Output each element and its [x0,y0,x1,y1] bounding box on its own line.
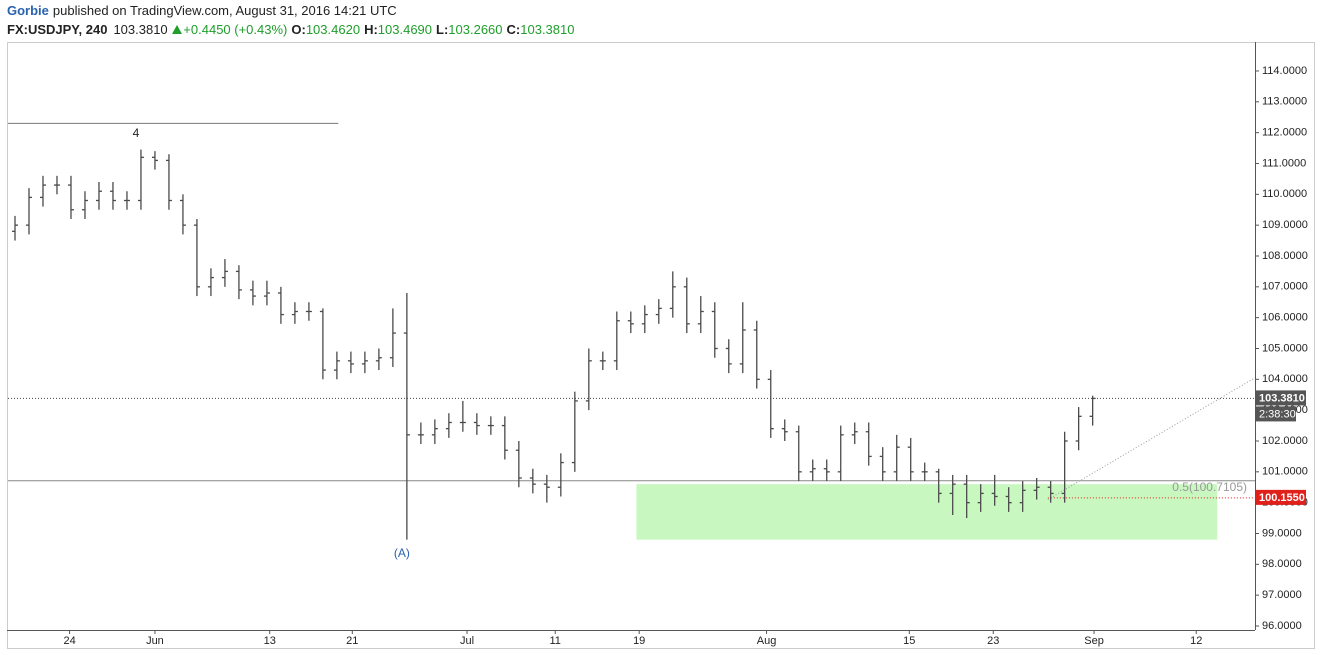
x-tick-label: 12 [1190,635,1202,647]
ohlc-label: H: [364,22,378,37]
y-tick-label: 105.0000 [1262,342,1308,354]
published: published on TradingView.com, August 31,… [52,3,397,18]
y-tick-label: 102.0000 [1262,435,1308,447]
x-tick-label: 11 [550,635,561,647]
x-tick-label: 19 [633,635,645,647]
last-price-label: 103.3810 [1259,392,1305,404]
y-tick-label: 110.0000 [1262,188,1307,200]
ohlc-label: O: [291,22,306,37]
chart-frame [7,42,1315,649]
y-tick-label: 104.0000 [1262,373,1308,385]
y-tick-label: 106.0000 [1262,312,1308,324]
x-tick-label: Sep [1084,635,1104,647]
wave-label: (A) [394,546,410,560]
ohlc-value: 103.4620 [305,22,361,37]
y-tick-label: 101.0000 [1262,466,1308,478]
y-tick-label: 98.0000 [1262,558,1302,570]
publish-line: Gorbie published on TradingView.com, Augu… [7,3,397,18]
y-tick-label: 99.0000 [1262,527,1302,539]
ohlc-value: 103.3810 [520,22,575,37]
x-tick-label: Jul [460,635,474,647]
fib-label: 0.5(100.7105) [1172,480,1247,494]
countdown-label: 2:38:30 [1259,408,1296,420]
trendline [1047,377,1256,501]
y-tick-label: 111.0000 [1262,157,1306,169]
y-tick-label: 109.0000 [1262,219,1308,231]
y-tick-label: 108.0000 [1262,250,1308,262]
alert-price-box [1256,489,1306,505]
y-tick-label: 114.0000 [1262,65,1307,77]
y-tick-label: 107.0000 [1262,281,1308,293]
up-arrow [172,25,183,34]
ohlc-label: L: [436,22,449,37]
x-tick-label: Jun [146,635,164,647]
ohlc-value: 103.4690 [377,22,433,37]
y-tick-label: 96.0000 [1262,620,1302,632]
countdown-box [1256,406,1296,422]
ohlc-label: C: [506,22,521,37]
symbol: FX:USDJPY, 240 [7,22,108,37]
y-tick-label: 97.0000 [1262,589,1302,601]
x-tick-label: 24 [63,635,75,647]
last-price-box [1256,390,1306,406]
target-zone [636,484,1218,540]
x-tick-label: Aug [757,635,777,647]
change: +0.4450 (+0.43%) [183,22,288,37]
y-tick-label: 112.0000 [1262,127,1307,139]
x-tick-label: 21 [346,635,358,647]
ohlc-value: 103.2660 [448,22,503,37]
symbol-line: FX:USDJPY, 240 103.3810 +0.4450 (+0.43%) O… [7,22,574,37]
x-tick-label: 23 [987,635,999,647]
wave-label: 4 [133,126,140,140]
alert-price-label: 100.1550 [1259,492,1305,504]
ohlc: O:103.4620 H:103.4690 L:103.2660 C:103.3810 [287,22,574,37]
x-tick-label: 15 [903,635,915,647]
price: 103.3810 [113,22,168,37]
author[interactable]: Gorbie [7,3,49,18]
x-tick-label: 13 [264,635,276,647]
y-tick-label: 113.0000 [1262,96,1307,108]
